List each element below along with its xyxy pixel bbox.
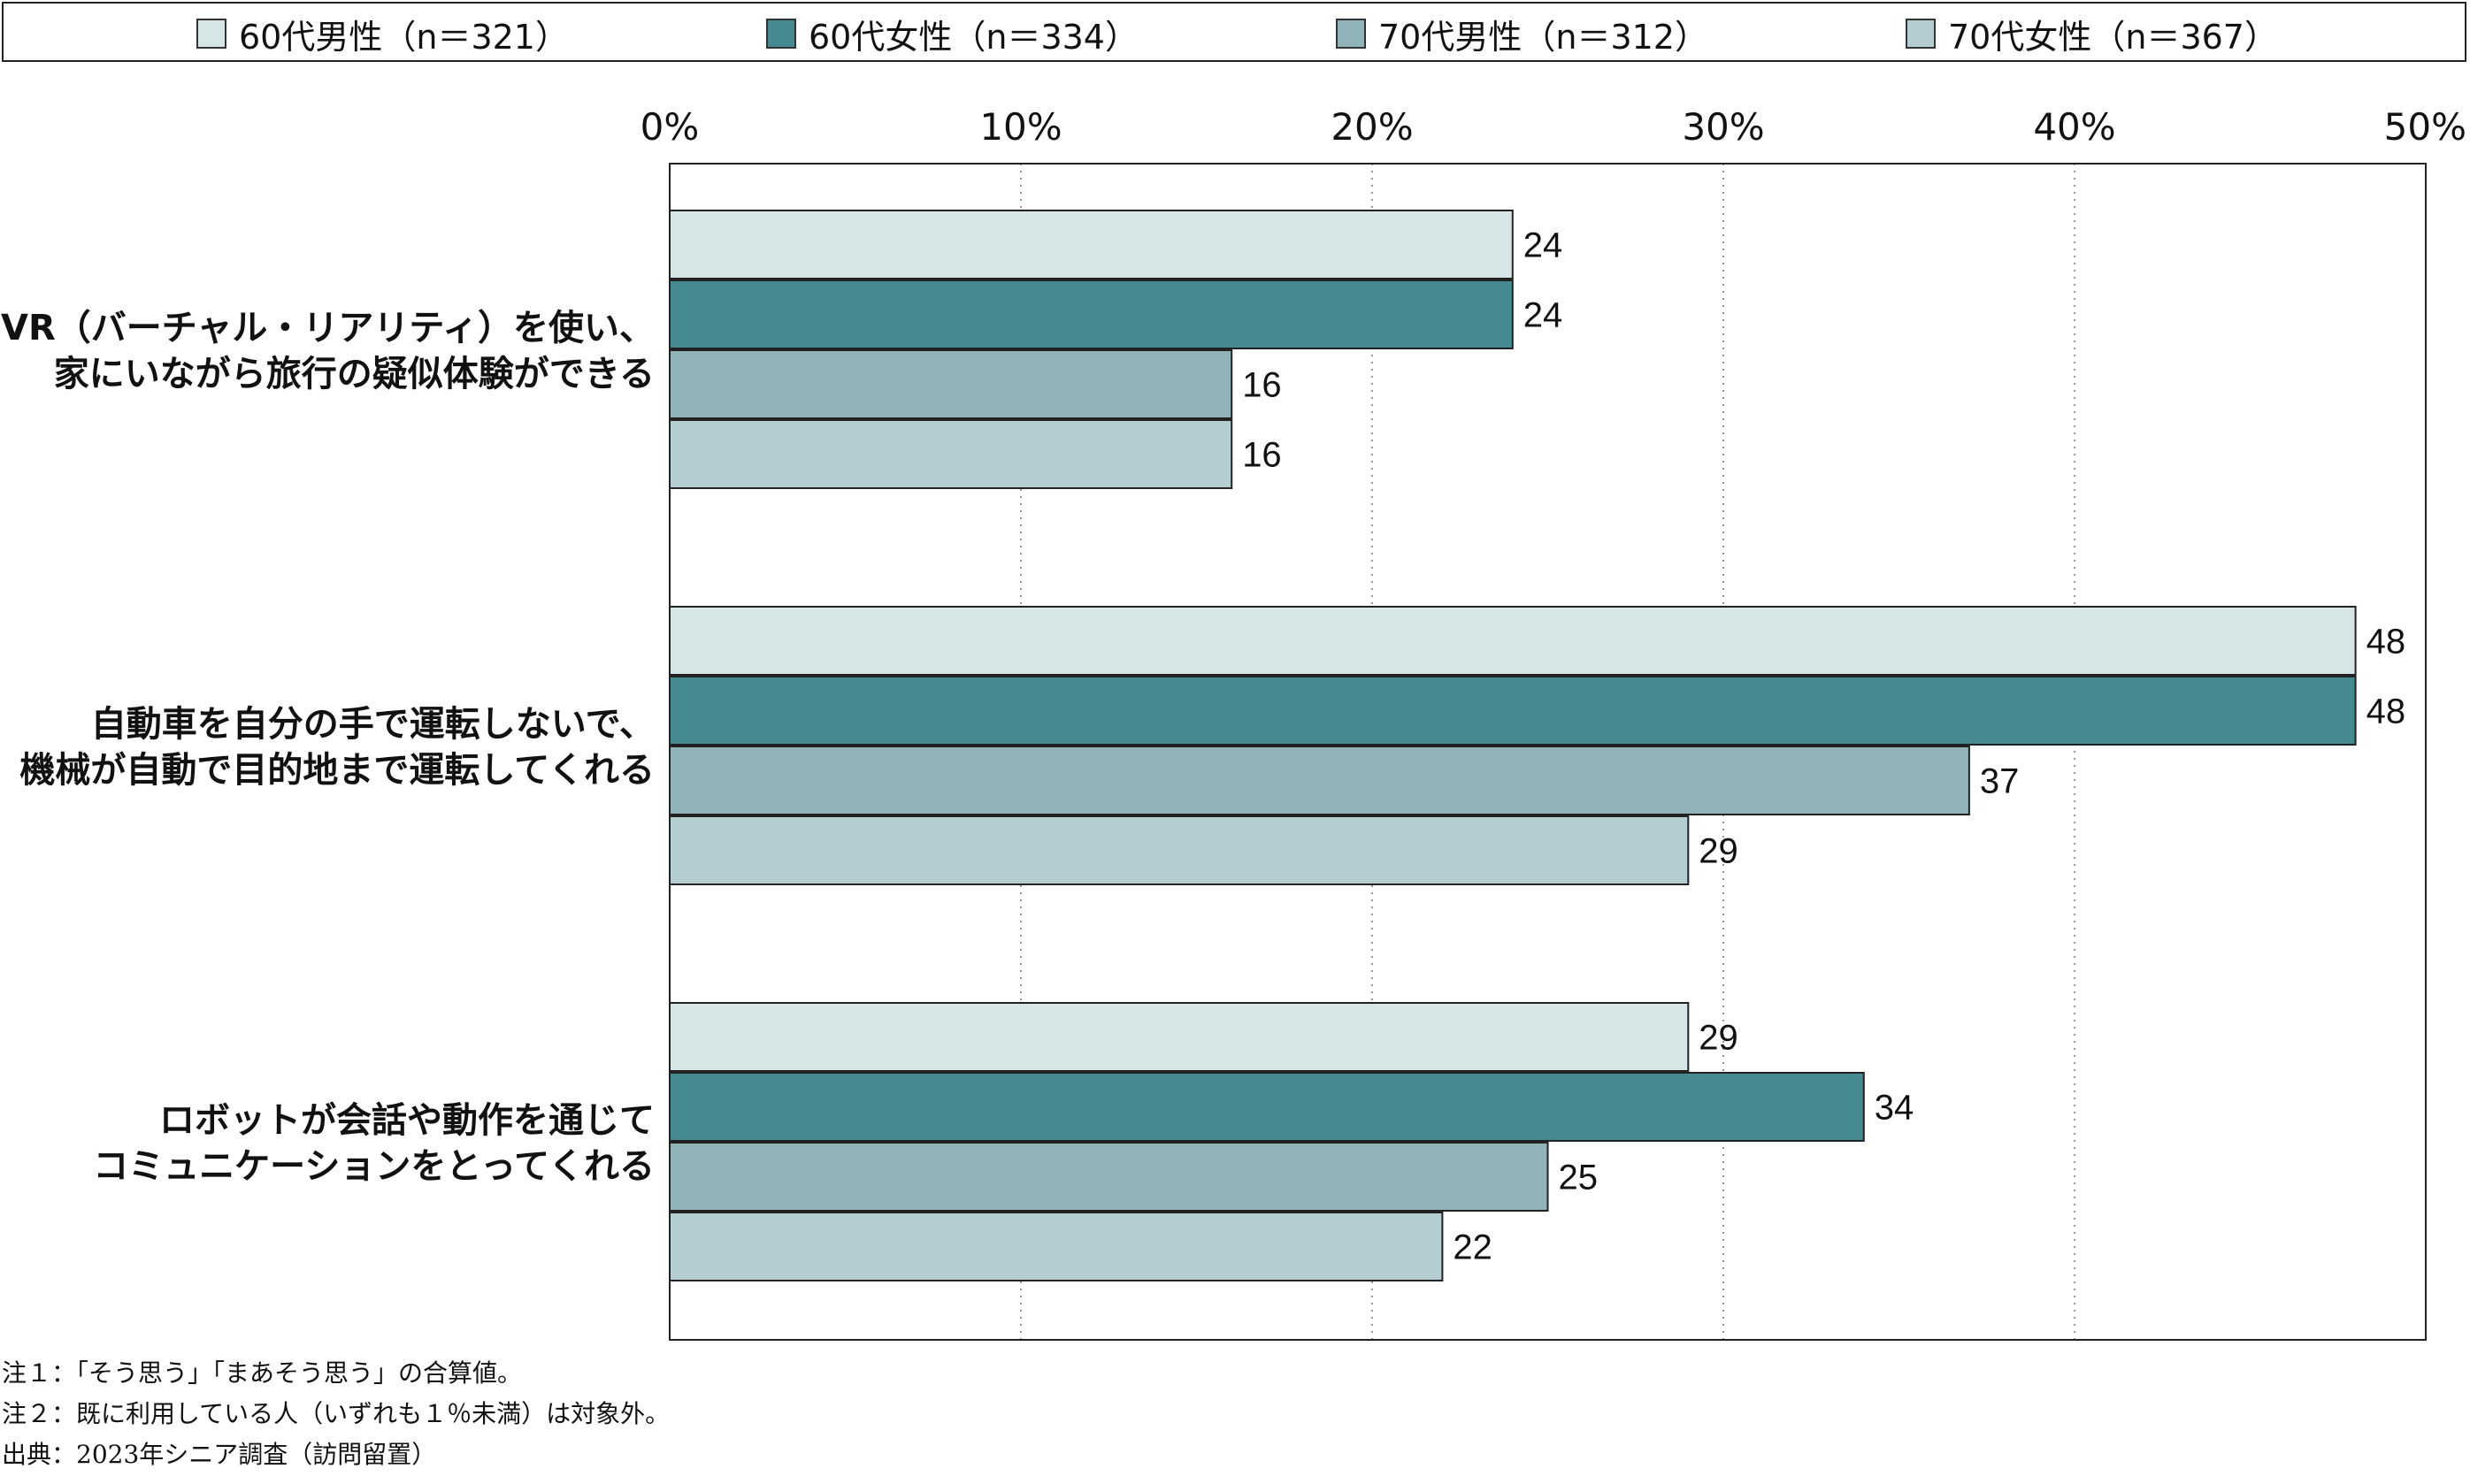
category-label-2-line-1: 自動車を自分の手で運転しないで、 [91,704,655,745]
data-label-1-3: 16 [1242,366,1282,405]
bar-1-4 [669,419,1233,489]
data-label-3-1: 29 [1699,1019,1738,1058]
x-tick-label-0: 0% [641,105,700,149]
legend-label-4: 70代女性（n＝367） [1948,17,2278,57]
x-tick-label-20: 20% [1331,105,1413,149]
category-label-3-line-2: コミュニケーションをとってくれる [93,1146,655,1187]
legend-swatch-1 [196,19,226,49]
x-tick-label-50: 50% [2384,105,2466,149]
category-label-1-line-1: VR（バーチャル・リアリティ）を使い、 [1,308,655,348]
legend-swatch-4 [1906,19,1936,49]
source-note: 出典：2023年シニア調査（訪問留置） [2,1440,437,1469]
bar-1-3 [669,349,1233,419]
data-label-3-4: 22 [1453,1228,1492,1267]
notes: 注１：「そう思う」「まあそう思う」の合算値。 注２：既に利用している人（いずれも… [2,1353,670,1475]
data-label-3-3: 25 [1559,1159,1599,1197]
data-label-2-1: 48 [2366,623,2406,662]
legend-swatch-2 [766,19,796,49]
bar-3-2 [669,1072,1865,1142]
bar-2-2 [669,676,2357,746]
x-tick-label-10: 10% [979,105,1062,149]
legend-item-2: 60代女性（n＝334） [766,14,1139,57]
legend-item-1: 60代男性（n＝321） [196,14,569,57]
note-2: 注２：既に利用している人（いずれも１％未満）は対象外。 [2,1399,671,1428]
bar-3-1 [669,1002,1690,1072]
category-label-3-line-1: ロボットが会話や動作を通じて [159,1100,655,1141]
bar-2-1 [669,606,2357,676]
x-tick-label-30: 30% [1682,105,1764,149]
data-label-3-2: 34 [1875,1089,1914,1128]
data-label-2-2: 48 [2366,692,2406,731]
data-label-1-4: 16 [1242,436,1282,475]
legend-label-1: 60代男性（n＝321） [239,17,569,57]
bar-2-4 [669,815,1690,885]
data-label-2-3: 37 [1980,762,2020,801]
note-1: 注１：「そう思う」「まあそう思う」の合算値。 [2,1358,523,1388]
bar-2-3 [669,746,1970,815]
data-label-2-4: 29 [1699,832,1738,871]
chart-legend: 60代男性（n＝321） 60代女性（n＝334） 70代男性（n＝312） 70代女… [2,2,2466,62]
legend-item-4: 70代女性（n＝367） [1906,14,2278,57]
bar-1-2 [669,279,1514,349]
data-label-1-2: 24 [1523,296,1563,335]
category-label-1-line-2: 家にいながら旅行の疑似体験ができる [54,354,655,394]
bar-chart: 0% 10% 20% 30% 40% 50% 24 24 16 16 VR（バーチャル・リアリティ）… [1,105,2466,1341]
legend-label-2: 60代女性（n＝334） [809,17,1139,57]
legend-swatch-3 [1336,19,1366,49]
legend-label-3: 70代男性（n＝312） [1378,17,1708,57]
data-label-1-1: 24 [1523,226,1563,265]
x-tick-label-40: 40% [2033,105,2115,149]
bar-3-4 [669,1212,1444,1281]
category-label-2-line-2: 機械が自動で目的地まで運転してくれる [19,750,655,791]
legend-item-3: 70代男性（n＝312） [1336,14,1708,57]
bar-3-3 [669,1142,1549,1212]
bar-1-1 [669,210,1514,279]
